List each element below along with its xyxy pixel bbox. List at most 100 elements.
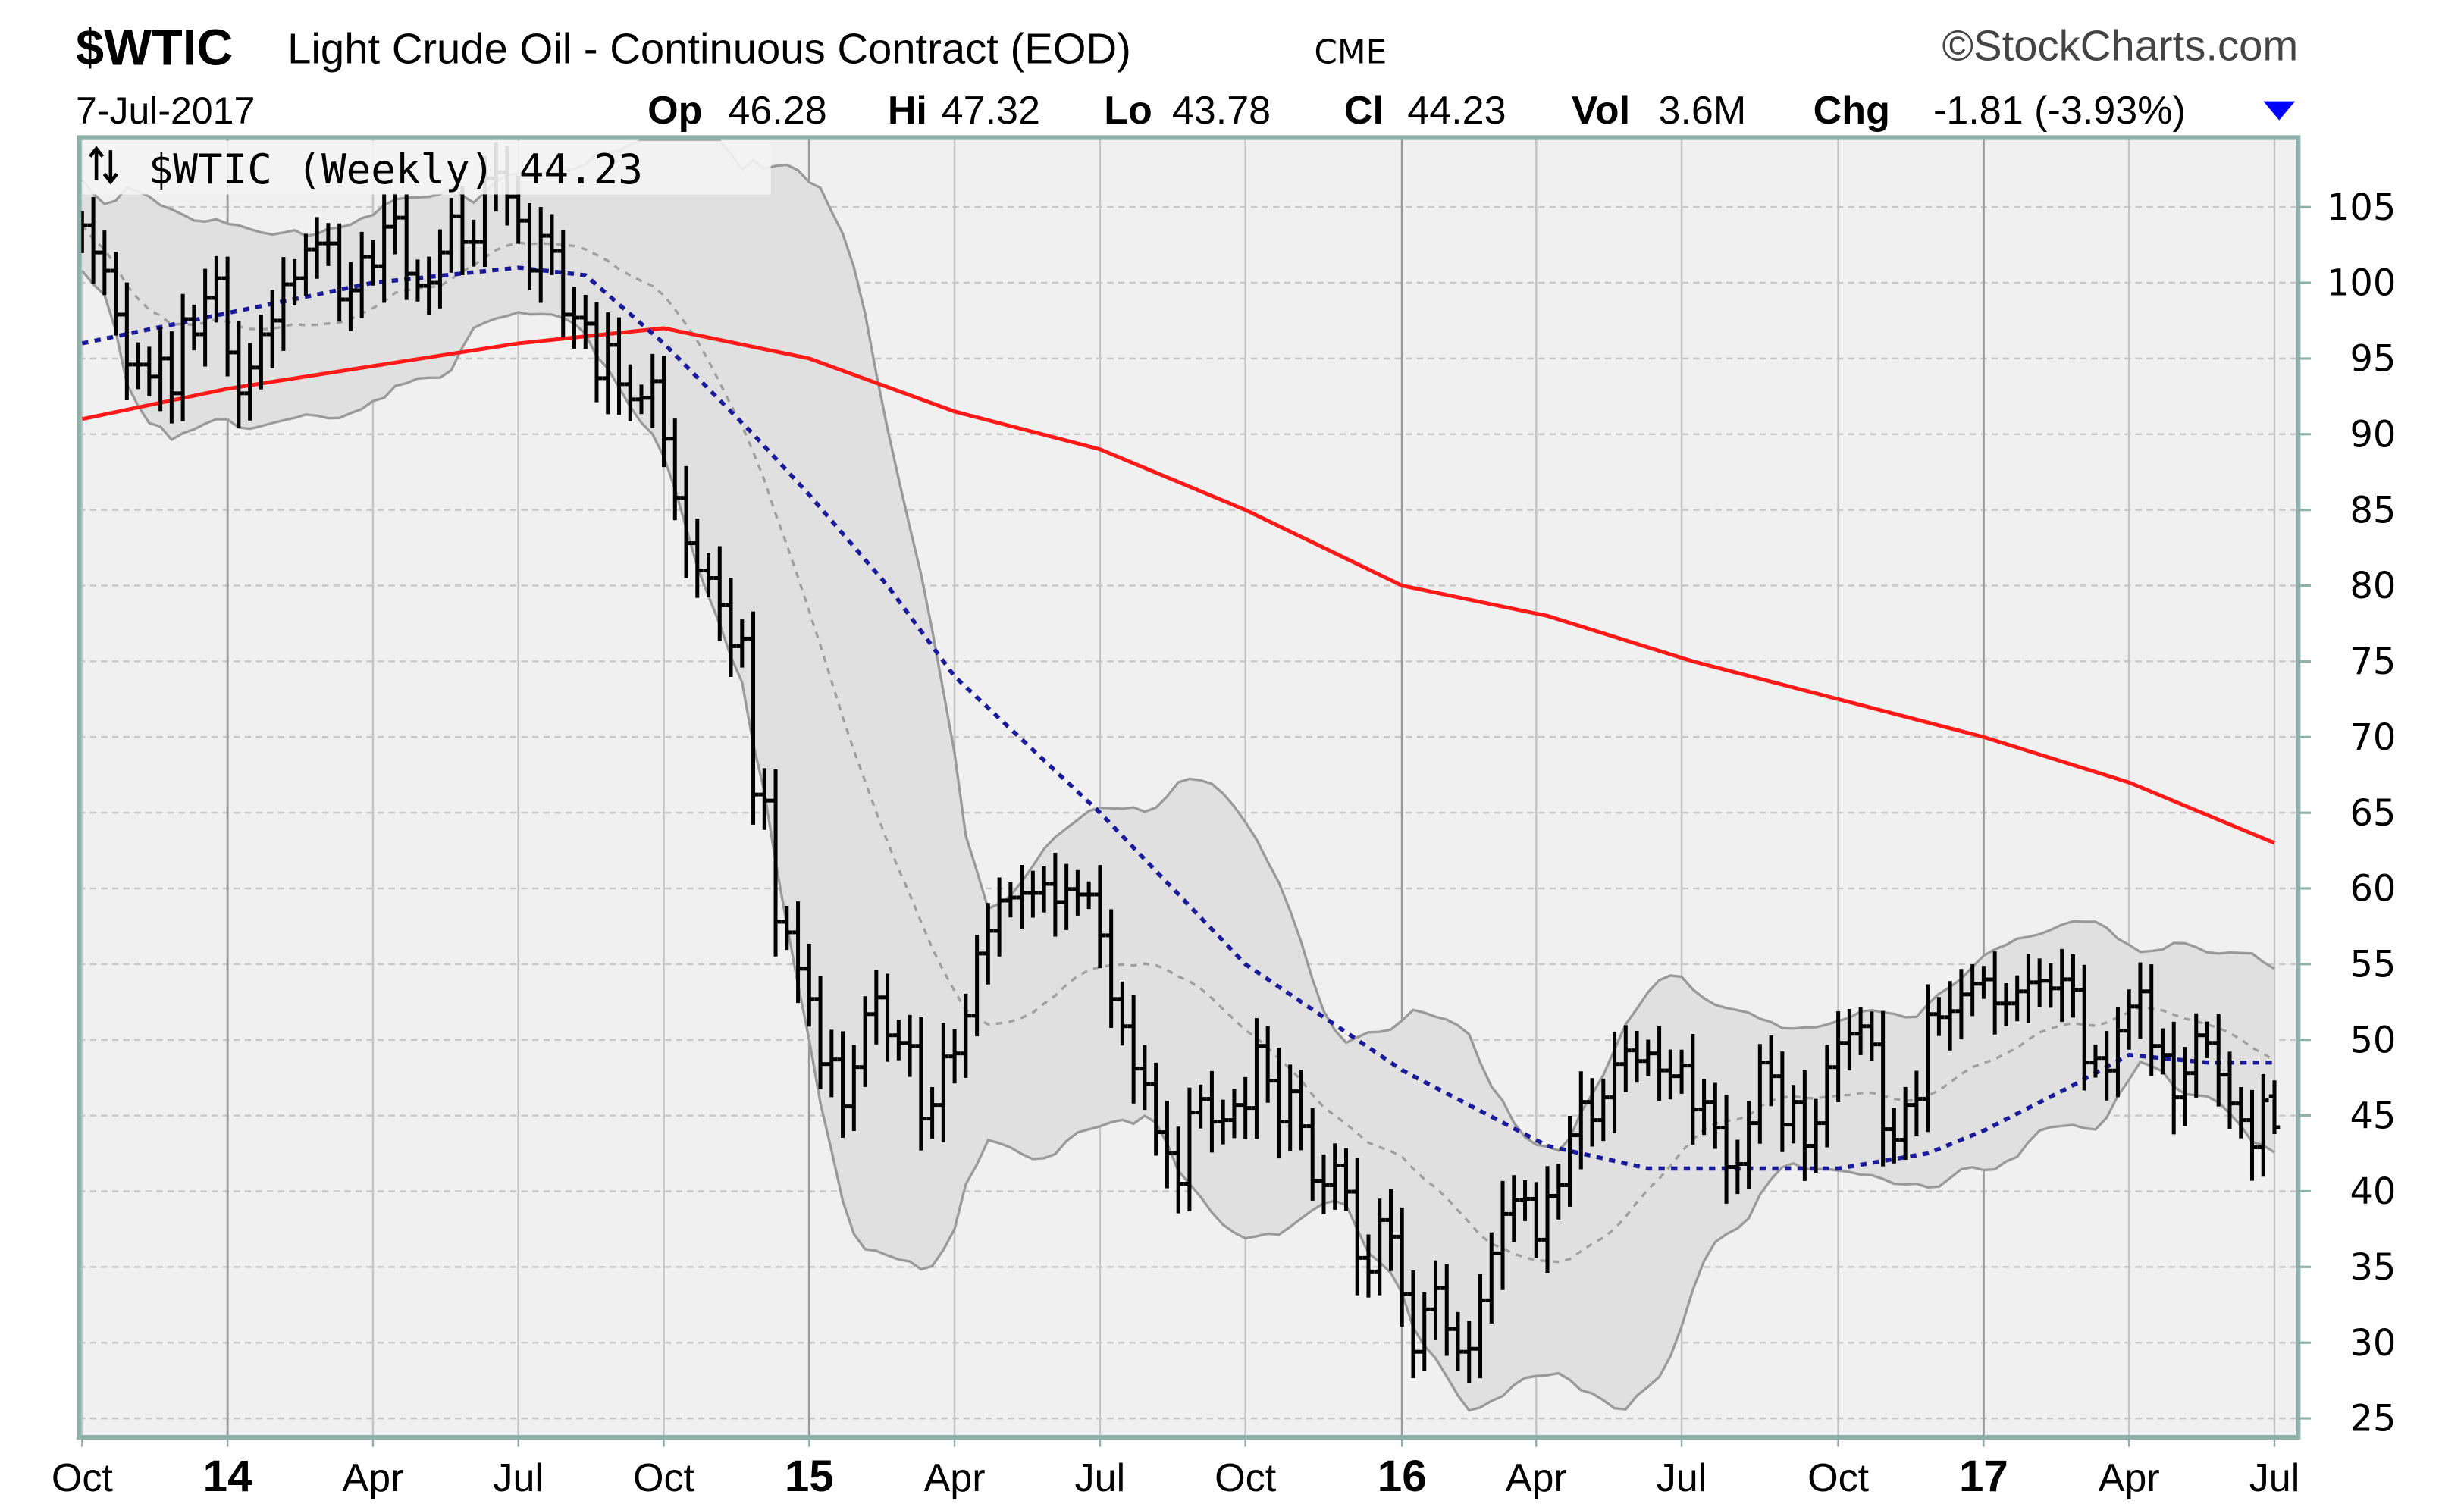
y-tick-label: 75	[2350, 641, 2396, 683]
price-bar	[1475, 1274, 1486, 1379]
price-bar	[2268, 1080, 2281, 1134]
price-bar	[1183, 1087, 1196, 1212]
price-bar	[1306, 1108, 1318, 1201]
price-bar	[1654, 1026, 1665, 1101]
price-bar	[266, 290, 278, 368]
price-bar	[1440, 1264, 1453, 1356]
price-bar	[1005, 882, 1017, 918]
price-bar	[1710, 1082, 1721, 1149]
price-bar	[177, 293, 189, 421]
price-bar	[1665, 1049, 1676, 1100]
price-bar	[971, 935, 983, 1037]
price-bar	[1061, 863, 1072, 930]
price-bar	[211, 255, 222, 323]
price-bar	[1172, 1126, 1184, 1214]
x-tick-label: Jul	[1657, 1456, 1707, 1500]
copyright[interactable]: ©StockCharts.com	[1942, 21, 2299, 69]
price-bar	[2045, 963, 2057, 1008]
price-bar	[1597, 1078, 1610, 1142]
price-bar	[1799, 1070, 1810, 1181]
price-bar	[1754, 1044, 1766, 1144]
x-tick-label: Oct	[52, 1456, 114, 1500]
price-bar	[289, 258, 300, 305]
y-tick-label: 45	[2350, 1095, 2396, 1137]
price-bar	[1899, 1086, 1911, 1160]
y-tick-label: 55	[2350, 945, 2396, 986]
x-tick-label: 15	[785, 1452, 834, 1501]
date: 7-Jul-2017	[76, 89, 255, 132]
price-bar	[1206, 1070, 1218, 1153]
price-bar	[2112, 1007, 2124, 1098]
price-bar	[1720, 1095, 1732, 1204]
price-bar	[1911, 1070, 1923, 1136]
y-tick-label: 25	[2350, 1399, 2396, 1440]
price-bar	[2202, 1021, 2213, 1058]
price-bar	[1016, 865, 1027, 929]
x-tick-label: Jul	[493, 1456, 544, 1500]
price-bar	[2078, 964, 2090, 1091]
price-bar	[1419, 1292, 1431, 1371]
ma-200-line	[81, 326, 2275, 845]
price-bar	[1072, 869, 1083, 916]
y-tick-label: 85	[2350, 490, 2396, 531]
price-bar	[1273, 1047, 1285, 1159]
price-bar	[2123, 989, 2135, 1050]
price-bar	[445, 198, 457, 273]
price-bar	[1117, 981, 1128, 1046]
price-bar	[1989, 951, 2001, 1035]
price-bar	[233, 321, 245, 428]
price-bar	[725, 577, 737, 677]
price-bar	[322, 223, 334, 266]
price-bar	[1329, 1143, 1341, 1210]
price-bar	[2168, 1021, 2180, 1135]
y-tick-label: 35	[2350, 1247, 2396, 1289]
price-bar	[1631, 1031, 1643, 1083]
price-bar	[1955, 969, 1967, 1040]
x-tick-label: Jul	[2249, 1456, 2300, 1500]
price-bar	[1228, 1089, 1240, 1139]
y-tick-label: 70	[2350, 717, 2396, 759]
price-bar	[781, 906, 793, 951]
symbol: $WTIC	[76, 20, 233, 77]
price-bar	[1564, 1115, 1575, 1207]
price-bar	[1821, 1045, 1833, 1148]
price-bar	[143, 346, 155, 396]
price-bar	[277, 257, 290, 351]
y-tick-label: 60	[2350, 869, 2396, 910]
price-bar	[736, 619, 748, 668]
price-bar	[199, 268, 211, 367]
y-tick-label: 80	[2350, 566, 2396, 607]
price-bar	[893, 1020, 904, 1061]
price-bar	[1430, 1260, 1441, 1340]
price-bar	[2179, 1047, 2191, 1126]
price-bar	[1922, 984, 1933, 1133]
price-bar	[1810, 1098, 1822, 1173]
price-bar	[1049, 853, 1061, 937]
price-bar	[2224, 1051, 2236, 1129]
price-bar	[400, 194, 412, 300]
price-bar	[569, 287, 580, 349]
price-bar	[2089, 1044, 2102, 1078]
price-bar	[1284, 1064, 1296, 1151]
price-bar	[1038, 866, 1050, 913]
price-bar	[1374, 1198, 1386, 1296]
price-bar	[826, 1029, 838, 1098]
vol-value: 3.6M	[1659, 89, 1747, 133]
price-bar	[1676, 1049, 1688, 1094]
price-bar	[1027, 870, 1039, 918]
price-bar	[300, 233, 312, 296]
legend-title: $WTIC (Weekly) 44.23	[149, 146, 643, 193]
price-bar	[1553, 1164, 1565, 1220]
price-bar	[1776, 1051, 1788, 1152]
y-axis: 105 100 95 90 85 80 75 70 65 60 55 50 45 40 35 30 25	[2298, 187, 2396, 1440]
price-bar	[938, 1023, 949, 1143]
price-bar	[534, 206, 547, 303]
price-bar	[334, 223, 345, 322]
chart-header: $WTIC Light Crude Oil - Continuous Contr…	[76, 20, 2298, 133]
price-bar	[188, 304, 200, 351]
price-bar	[1732, 1139, 1744, 1195]
x-tick-label: 14	[203, 1452, 252, 1501]
price-bar	[1150, 1062, 1161, 1156]
x-axis: Oct 14 Apr Jul Oct 15 Apr Jul Oct 16 Apr Jul Oct 17 Ap…	[52, 1437, 2299, 1501]
price-bar	[1139, 1045, 1151, 1111]
